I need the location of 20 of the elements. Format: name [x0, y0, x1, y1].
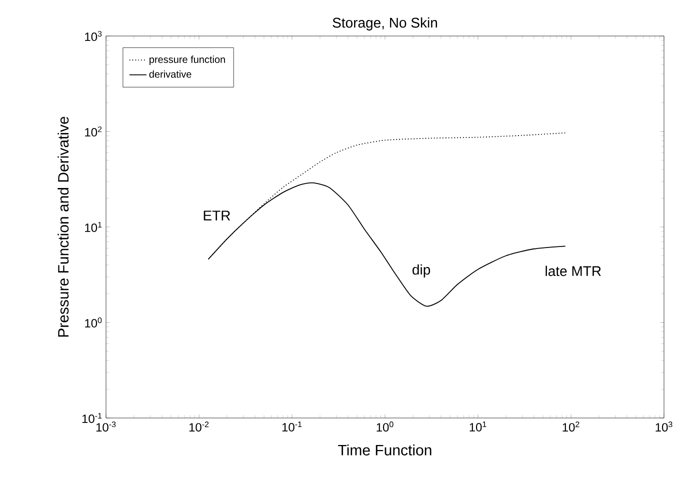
- x-tick-label: 10$^{-1}$: [282, 422, 302, 432]
- annotation: ETR: [204, 210, 230, 220]
- annotation: dip: [412, 264, 430, 278]
- x-tick-label: 10$^{0}$: [376, 422, 394, 432]
- annotation: late MTR: [546, 266, 601, 276]
- x-tick-label: 10$^{-3}$: [96, 422, 116, 432]
- chart-title: Storage, No Skin: [332, 17, 437, 30]
- x-tick-label: 10$^{3}$: [656, 422, 672, 432]
- legend-label: pressure function: [150, 56, 225, 65]
- y-axis-title: Pressure Function and Derivative: [58, 116, 69, 337]
- y-tick-label: 10$^{1}$: [85, 222, 102, 232]
- x-tick-label: 10$^{2}$: [562, 422, 580, 432]
- x-axis-title: Time Function: [338, 444, 432, 456]
- y-tick-label: 10$^{0}$: [85, 317, 102, 328]
- y-tick-label: 10$^{3}$: [85, 30, 102, 42]
- y-tick-label: 10$^{2}$: [85, 126, 102, 137]
- x-tick-label: 10$^{1}$: [470, 422, 486, 432]
- y-tick-label: 10$^{-1}$: [82, 413, 102, 423]
- legend-label: derivative: [149, 70, 192, 78]
- x-tick-label: 10$^{-2}$: [189, 422, 209, 432]
